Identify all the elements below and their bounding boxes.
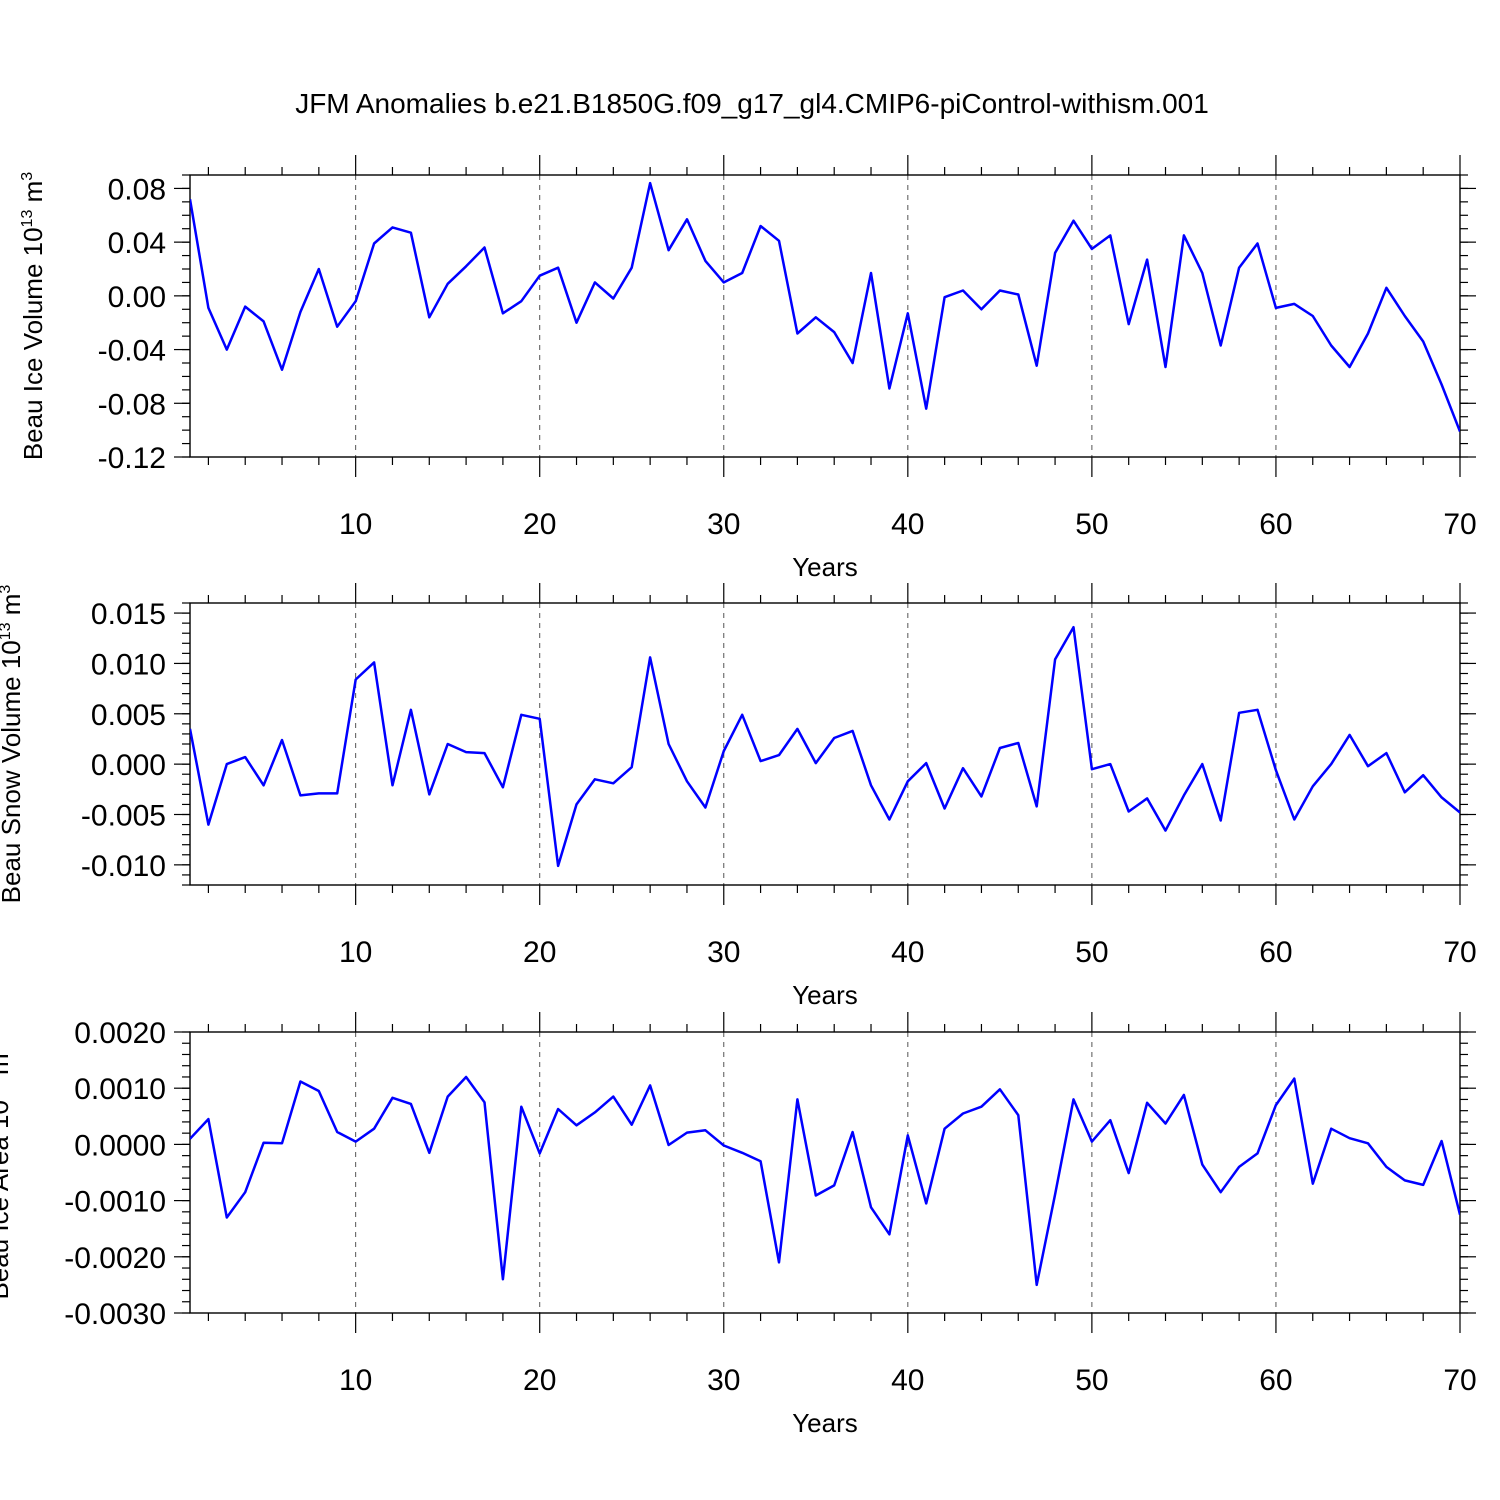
y-tick-label: -0.0020 [64, 1242, 166, 1275]
plot-frame [189, 602, 1461, 886]
y-tick-label: 0.015 [91, 598, 166, 631]
x-axis-label: Years [792, 552, 858, 582]
x-tick-label: 50 [1075, 936, 1108, 969]
y-tick-label: 0.04 [108, 227, 166, 260]
y-tick-label: -0.010 [81, 850, 166, 883]
y-tick-label: 0.005 [91, 699, 166, 732]
y-tick-label: 0.08 [108, 173, 166, 206]
y-tick-label: 0.0000 [74, 1129, 166, 1162]
chart-title: JFM Anomalies b.e21.B1850G.f09_g17_gl4.C… [295, 88, 1209, 119]
panel-2: 10 20 30 40 50 60 70 -0.010 -0.005 0.000 0.005 0.01… [0, 583, 1477, 1010]
x-tick-label: 40 [891, 1364, 924, 1397]
y-tick-label: 0.010 [91, 648, 166, 681]
panels: 10 20 30 40 50 60 70 -0.12 -0.08 -0.04 0.00 0.04 0.0… [0, 155, 1477, 1438]
x-tick-label: 60 [1259, 936, 1292, 969]
series-line [190, 625, 1460, 868]
x-axis-label: Years [792, 980, 858, 1010]
x-tick-label: 10 [339, 1364, 372, 1397]
x-tick-label: 70 [1443, 508, 1476, 541]
x-tick-label: 20 [523, 1364, 556, 1397]
y-tick-label: -0.12 [98, 442, 166, 475]
x-tick-label: 10 [339, 508, 372, 541]
x-tick-label: 20 [523, 508, 556, 541]
y-tick-label: 0.000 [91, 749, 166, 782]
plot-frame [189, 174, 1461, 458]
series-line [190, 1075, 1460, 1287]
y-tick-label: 0.00 [108, 281, 166, 314]
x-tick-label: 70 [1443, 936, 1476, 969]
x-tick-label: 40 [891, 936, 924, 969]
x-tick-label: 70 [1443, 1364, 1476, 1397]
y-tick-label: 0.0010 [74, 1073, 166, 1106]
plot-frame [189, 1031, 1461, 1314]
y-tick-label: -0.0010 [64, 1186, 166, 1219]
y-tick-label: -0.04 [98, 335, 166, 368]
y-tick-label: -0.08 [98, 388, 166, 421]
series-line [190, 181, 1460, 432]
x-tick-label: 50 [1075, 1364, 1108, 1397]
x-tick-label: 50 [1075, 508, 1108, 541]
x-tick-label: 30 [707, 1364, 740, 1397]
panel-3: 10 20 30 40 50 60 70 -0.0030 -0.0020 -0.0010 0.000… [0, 1012, 1477, 1438]
panel-1: 10 20 30 40 50 60 70 -0.12 -0.08 -0.04 0.00 0.04 0.0… [18, 155, 1477, 582]
x-tick-label: 60 [1259, 1364, 1292, 1397]
x-tick-label: 30 [707, 936, 740, 969]
y-axis-label: Beau Snow Volume 1013 m3 [0, 585, 26, 904]
y-tick-label: -0.0030 [64, 1298, 166, 1331]
x-tick-label: 10 [339, 936, 372, 969]
y-axis-label: Beau Ice Volume 1013 m3 [18, 172, 48, 460]
x-tick-label: 20 [523, 936, 556, 969]
x-tick-label: 60 [1259, 508, 1292, 541]
y-axis-label: Beau Ice Area 1013 m2 [0, 1044, 14, 1299]
x-tick-label: 30 [707, 508, 740, 541]
x-tick-label: 40 [891, 508, 924, 541]
y-tick-label: -0.005 [81, 800, 166, 833]
x-axis-label: Years [792, 1408, 858, 1438]
y-tick-label: 0.0020 [74, 1017, 166, 1050]
